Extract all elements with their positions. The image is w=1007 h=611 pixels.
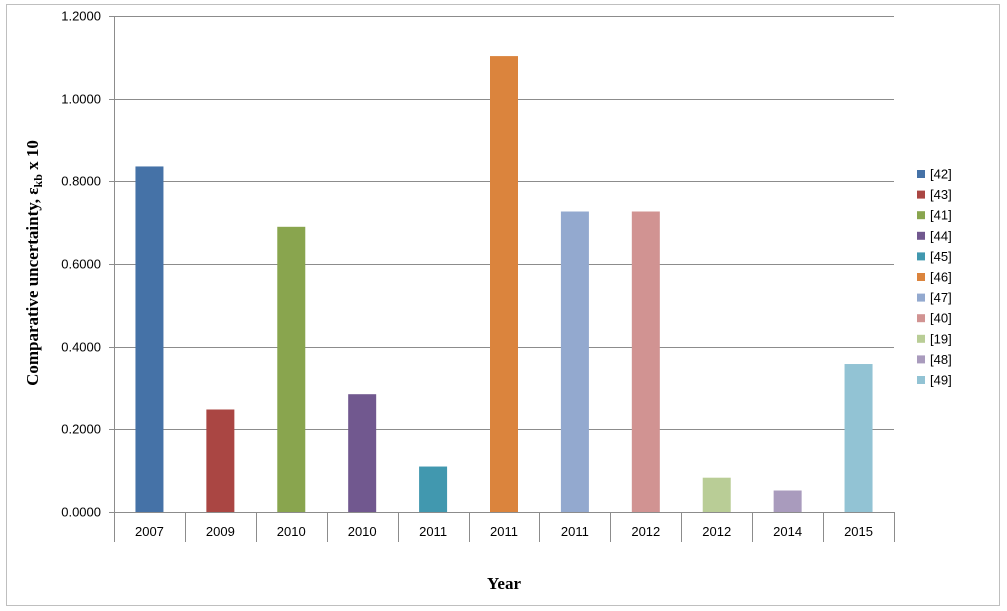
x-tick-label: 2010: [348, 524, 377, 539]
bar: [773, 490, 802, 512]
legend-swatch: [917, 190, 925, 199]
bar: [560, 211, 589, 513]
x-tick-labels: 2007 2009 2010 2010 2011 2011 2011 2012 2012 2014…: [135, 524, 873, 539]
legend-label: [46]: [930, 270, 952, 285]
bar: [348, 394, 377, 512]
legend-label: [47]: [930, 290, 952, 305]
bar: [135, 166, 164, 512]
legend-label: [40]: [930, 311, 952, 326]
y-tick-label: 0.0000: [61, 505, 101, 520]
y-tick-labels: 0.0000 0.2000 0.4000 0.6000 0.8000 1.0000 1.20…: [61, 9, 101, 520]
legend-label: [41]: [930, 208, 952, 223]
x-tick-label: 2012: [631, 524, 660, 539]
bar: [702, 477, 731, 512]
x-tick-label: 2011: [419, 524, 447, 539]
legend-swatch: [917, 211, 925, 220]
bar: [419, 466, 448, 512]
x-tick-label: 2014: [773, 524, 802, 539]
y-tick-label: 0.2000: [61, 422, 101, 437]
y-tick-label: 0.8000: [61, 174, 101, 189]
legend-label: [49]: [930, 373, 952, 388]
legend-swatch: [917, 252, 925, 261]
x-tick-label: 2009: [206, 524, 235, 539]
bar: [631, 211, 660, 513]
y-tick-label: 0.6000: [61, 257, 101, 272]
legend-swatch: [917, 314, 925, 323]
legend-swatch: [917, 231, 925, 240]
legend-swatch: [917, 355, 925, 364]
x-tick-label: 2011: [561, 524, 589, 539]
legend-swatch: [917, 376, 925, 384]
legend-label: [42]: [930, 167, 952, 182]
legend-label: [48]: [930, 352, 952, 367]
x-tick-label: 2010: [277, 524, 306, 539]
y-tick-label: 1.2000: [61, 9, 101, 24]
x-tick-label: 2011: [490, 524, 518, 539]
x-tick-label: 2012: [702, 524, 731, 539]
y-axis-title-main: Comparative uncertainty, ε: [23, 187, 42, 386]
legend: [42] [43] [41] [44] [45] [46] [47] [40] [19] [48]…: [917, 167, 952, 388]
y-tick-label: 1.0000: [61, 92, 101, 107]
axes: [114, 16, 895, 542]
legend-label: [19]: [930, 331, 952, 346]
bars: [135, 56, 873, 513]
bar: [277, 226, 306, 513]
legend-swatch: [917, 170, 925, 178]
y-axis-title-subscript: kb: [31, 174, 45, 188]
bar: [490, 56, 518, 513]
y-tick-label: 0.4000: [61, 340, 101, 355]
legend-label: [43]: [930, 187, 952, 202]
y-axis-title: Comparative uncertainty, εkb x 10: [23, 140, 45, 386]
legend-swatch: [917, 334, 925, 343]
legend-label: [44]: [930, 228, 952, 243]
x-tick-label: 2007: [135, 524, 164, 539]
y-axis-title-suffix: x 10: [23, 140, 42, 174]
bar: [844, 364, 873, 512]
bar: [206, 409, 235, 512]
x-axis-title: Year: [487, 574, 521, 593]
legend-swatch: [917, 273, 925, 281]
legend-swatch: [917, 293, 925, 302]
x-tick-label: 2015: [844, 524, 873, 539]
legend-label: [45]: [930, 249, 952, 264]
